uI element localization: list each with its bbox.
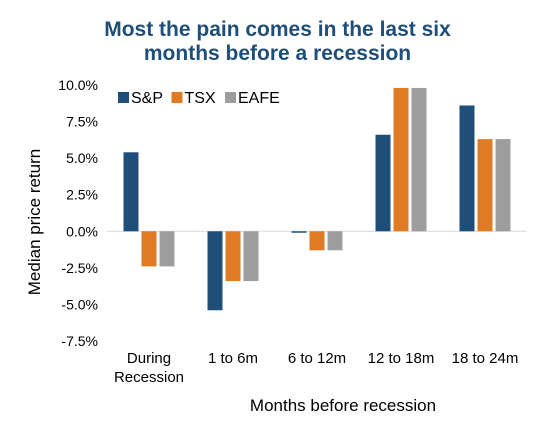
bar-eafe [159, 231, 175, 267]
y-tick-label: 5.0% [66, 150, 98, 166]
bar-sp [459, 105, 475, 232]
y-tick-label: -2.5% [61, 260, 98, 276]
chart-title-line-2: months before a recession [143, 42, 412, 65]
bar-eafe [495, 139, 511, 232]
bar-tsx [393, 87, 409, 232]
bar-sp [123, 152, 139, 232]
y-tick-label: -5.0% [61, 296, 98, 312]
x-axis-categories: During Recession 1 to 6m 6 to 12m 12 to 18m 1… [114, 350, 518, 386]
x-axis-label: Months before recession [250, 396, 436, 415]
legend-label: EAFE [238, 90, 280, 107]
bar-sp [291, 231, 307, 233]
y-tick-label: 10.0% [58, 77, 98, 93]
x-category-label: 18 to 24m [452, 350, 519, 367]
chart-title: Most the pain comes in the last six mont… [0, 18, 555, 66]
legend-swatch [118, 92, 129, 103]
bar-eafe [243, 231, 259, 282]
bar-tsx [309, 231, 325, 251]
bar-eafe [411, 87, 427, 232]
x-category-label: 6 to 12m [288, 350, 346, 367]
y-tick-label: 0.0% [66, 223, 98, 239]
x-category-label: During [127, 350, 171, 367]
x-category-label: Recession [114, 369, 184, 386]
legend: S&P TSX EAFE [118, 90, 280, 107]
legend-swatch [171, 92, 183, 103]
x-category-label: 1 to 6m [208, 350, 258, 367]
bar-tsx [477, 139, 493, 232]
y-axis-ticks: 10.0% 7.5% 5.0% 2.5% 0.0% -2.5% -5.0% -7.5% [58, 77, 98, 349]
legend-swatch [225, 92, 236, 103]
bar-tsx [141, 231, 157, 267]
bar-sp [207, 231, 223, 311]
bar-tsx [225, 231, 241, 282]
bar-eafe [327, 231, 343, 251]
y-tick-label: -7.5% [61, 333, 98, 349]
x-category-label: 12 to 18m [368, 350, 435, 367]
y-tick-label: 7.5% [66, 114, 98, 130]
y-axis-label: Median price return [25, 149, 44, 295]
chart-title-line-1: Most the pain comes in the last six [104, 18, 451, 41]
bars-group [123, 87, 511, 311]
legend-label: S&P [131, 90, 163, 107]
legend-label: TSX [185, 90, 216, 107]
y-tick-label: 2.5% [66, 187, 98, 203]
bar-sp [375, 134, 391, 232]
